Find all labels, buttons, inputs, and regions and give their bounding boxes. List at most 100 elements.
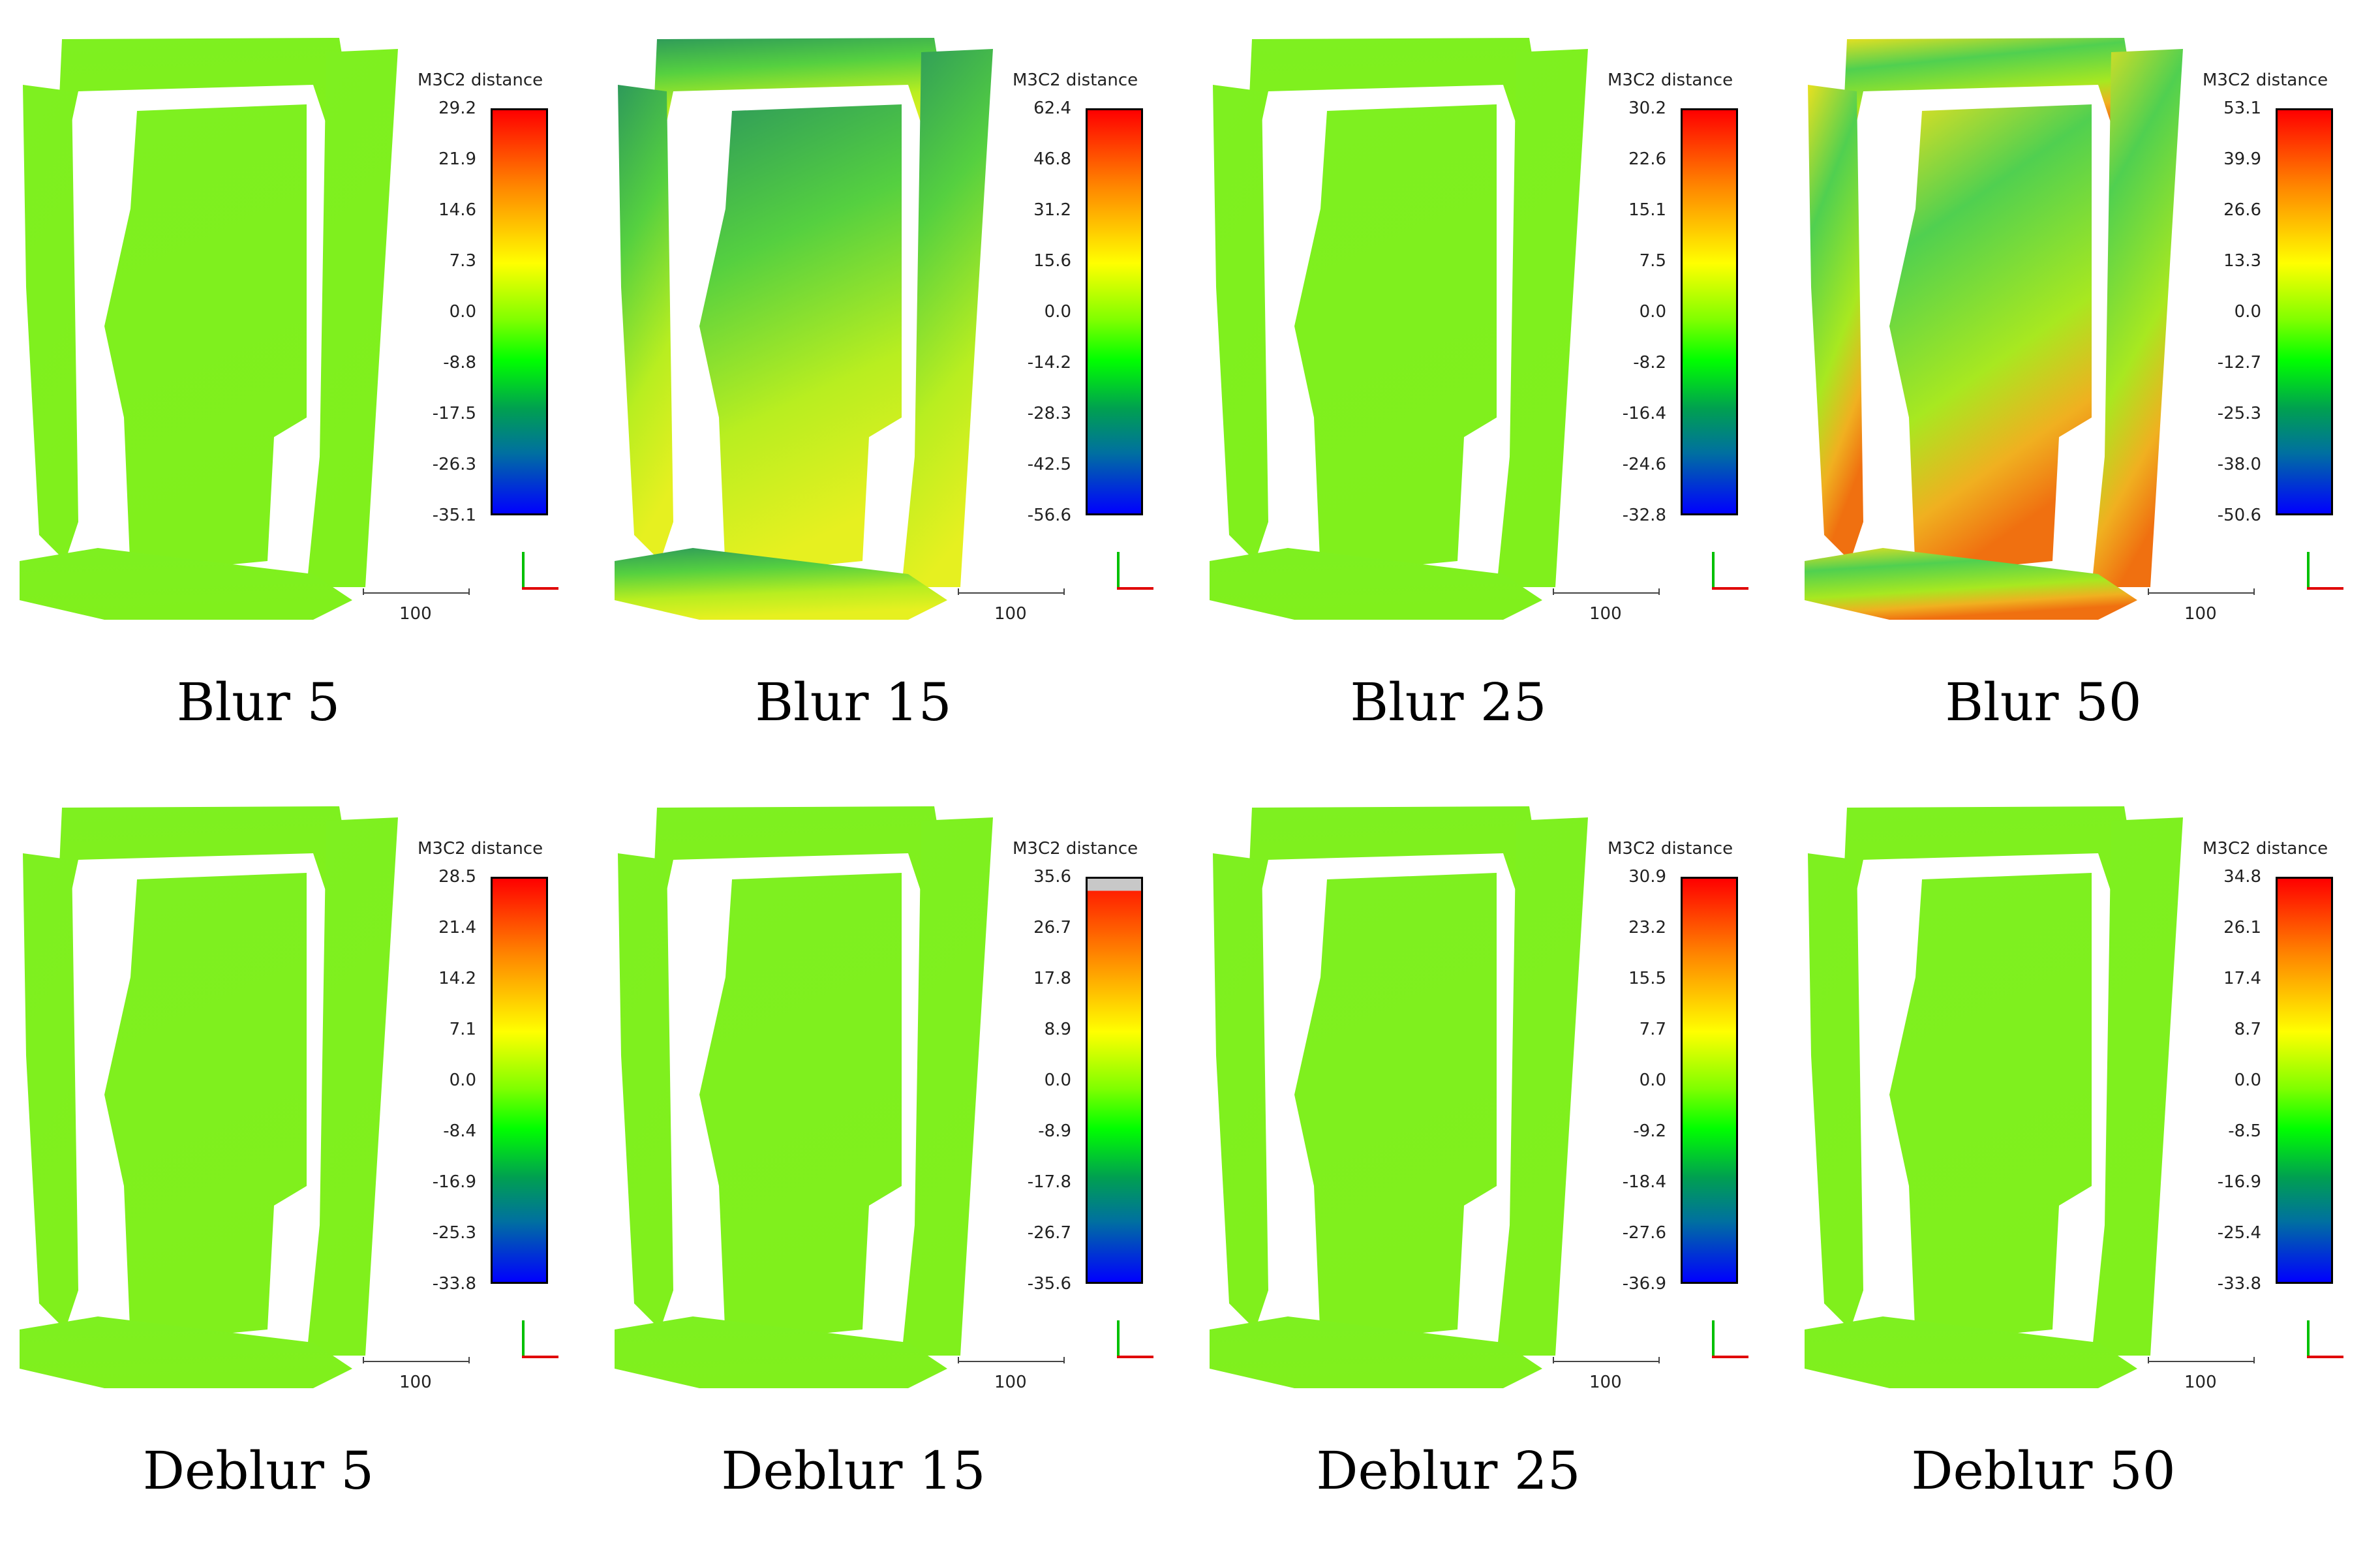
cloud-region: [615, 548, 947, 620]
cloud-region: [59, 806, 352, 905]
legend-title: M3C2 distance: [1608, 839, 1733, 859]
point-cloud-image: [615, 38, 993, 620]
color-scale-bar: [2276, 108, 2333, 515]
scale-bar: [958, 1361, 1065, 1362]
legend-title: M3C2 distance: [418, 70, 543, 90]
color-scale-tick-label: 17.8: [1033, 969, 1071, 988]
figure-panel: M3C2 distance 62.4 46.8 31.2 15.6 0.0 -14.2 -28…: [595, 13, 1190, 782]
y-axis-indicator: [2307, 552, 2310, 588]
cloud-region: [654, 806, 947, 905]
point-cloud-image: [615, 806, 993, 1388]
scale-bar-end: [468, 588, 470, 595]
color-scale-tick-label: 26.1: [2223, 918, 2261, 937]
scale-bar-end: [1063, 1357, 1065, 1363]
color-scale-tick-label: 15.6: [1033, 251, 1071, 271]
x-axis-indicator: [522, 1356, 558, 1358]
x-axis-indicator: [2307, 1356, 2343, 1358]
color-scale-tick-label: 0.0: [1639, 302, 1666, 322]
scale-bar: [1553, 1361, 1660, 1362]
color-scale-tick-label: 26.6: [2223, 200, 2261, 220]
color-scale-tick-label: -8.8: [443, 353, 476, 372]
scale-bar: [958, 592, 1065, 594]
figure-panel: M3C2 distance 29.2 21.9 14.6 7.3 0.0 -8.8 -17.5…: [0, 13, 595, 782]
y-axis-indicator: [2307, 1320, 2310, 1357]
cloud-region: [1294, 873, 1497, 1343]
legend-title: M3C2 distance: [2203, 839, 2328, 859]
panel-caption: Deblur 25: [1316, 1440, 1581, 1501]
figure-panel: M3C2 distance 28.5 21.4 14.2 7.1 0.0 -8.4 -16.9…: [0, 782, 595, 1550]
color-scale-tick-label: -24.6: [1622, 455, 1666, 474]
x-axis-indicator: [1117, 587, 1153, 590]
color-scale-tick-label: -16.4: [1622, 404, 1666, 423]
scale-bar: [363, 1361, 470, 1362]
color-scale-tick-label: -27.6: [1622, 1223, 1666, 1243]
legend-title: M3C2 distance: [2203, 70, 2328, 90]
color-scale-tick-label: -25.3: [432, 1223, 476, 1243]
scale-bar-label: 100: [2184, 1373, 2217, 1392]
color-scale-tick-label: 0.0: [2234, 1071, 2261, 1090]
figure-panel: M3C2 distance 34.8 26.1 17.4 8.7 0.0 -8.5 -16.9…: [1785, 782, 2380, 1550]
cloud-region: [2092, 817, 2183, 1356]
panel-caption: Deblur 5: [142, 1440, 374, 1501]
scale-bar: [2148, 1361, 2255, 1362]
color-scale-tick-label: 14.2: [438, 969, 476, 988]
scale-bar-label: 100: [994, 604, 1027, 624]
panel-caption: Deblur 50: [1911, 1440, 2176, 1501]
figure-panel: M3C2 distance 30.2 22.6 15.1 7.5 0.0 -8.2 -16.4…: [1190, 13, 1785, 782]
color-scale-tick-label: -42.5: [1027, 455, 1071, 474]
color-scale-tick-label: 8.9: [1044, 1020, 1071, 1039]
point-cloud-image: [20, 38, 398, 620]
scale-bar-label: 100: [1589, 604, 1622, 624]
cloud-region: [1294, 104, 1497, 574]
point-cloud-image: [1210, 38, 1588, 620]
cloud-region: [2092, 49, 2183, 587]
legend-title: M3C2 distance: [418, 839, 543, 859]
color-scale-tick-label: 21.9: [438, 149, 476, 169]
color-scale-tick-label: 7.1: [449, 1020, 476, 1039]
color-scale-tick-label: -16.9: [432, 1172, 476, 1192]
point-cloud-image: [1805, 806, 2183, 1388]
figure-panel: M3C2 distance 53.1 39.9 26.6 13.3 0.0 -12.7 -25…: [1785, 13, 2380, 782]
x-axis-indicator: [522, 587, 558, 590]
color-scale-tick-label: 34.8: [2223, 867, 2261, 887]
x-axis-indicator: [1712, 1356, 1748, 1358]
cloud-region: [1249, 806, 1542, 905]
color-scale-tick-label: 30.9: [1628, 867, 1666, 887]
cloud-region: [699, 873, 902, 1343]
scale-bar-end: [468, 1357, 470, 1363]
color-scale-tick-label: 35.6: [1033, 867, 1071, 887]
y-axis-indicator: [522, 552, 525, 588]
color-scale-tick-label: -9.2: [1633, 1121, 1666, 1141]
color-scale-tick-label: -56.6: [1027, 506, 1071, 525]
color-scale-bar: [491, 877, 548, 1284]
color-scale-tick-label: 53.1: [2223, 99, 2261, 118]
y-axis-indicator: [1712, 1320, 1715, 1357]
legend-title: M3C2 distance: [1013, 839, 1138, 859]
scale-bar-label: 100: [399, 1373, 432, 1392]
x-axis-indicator: [1712, 587, 1748, 590]
cloud-region: [1844, 38, 2137, 137]
color-scale-tick-label: 29.2: [438, 99, 476, 118]
color-scale-tick-label: -17.8: [1027, 1172, 1071, 1192]
color-scale-tick-label: -25.3: [2217, 404, 2261, 423]
color-scale-tick-label: 8.7: [2234, 1020, 2261, 1039]
cloud-region: [699, 104, 902, 574]
cloud-region: [104, 104, 307, 574]
color-scale-tick-label: -36.9: [1622, 1274, 1666, 1294]
scale-bar-end: [958, 588, 959, 595]
y-axis-indicator: [522, 1320, 525, 1357]
cloud-region: [23, 853, 78, 1330]
color-scale-tick-label: -17.5: [432, 404, 476, 423]
scale-bar-end: [1063, 588, 1065, 595]
cloud-region: [1249, 38, 1542, 137]
panel-caption: Deblur 15: [721, 1440, 986, 1501]
color-scale-tick-label: 15.5: [1628, 969, 1666, 988]
legend-title: M3C2 distance: [1608, 70, 1733, 90]
color-scale-tick-label: -35.6: [1027, 1274, 1071, 1294]
color-scale-tick-label: 22.6: [1628, 149, 1666, 169]
scale-bar-end: [1658, 1357, 1660, 1363]
cloud-region: [1889, 104, 2092, 574]
cloud-region: [618, 853, 673, 1330]
color-scale-tick-label: 0.0: [1044, 302, 1071, 322]
color-scale-tick-label: 15.1: [1628, 200, 1666, 220]
